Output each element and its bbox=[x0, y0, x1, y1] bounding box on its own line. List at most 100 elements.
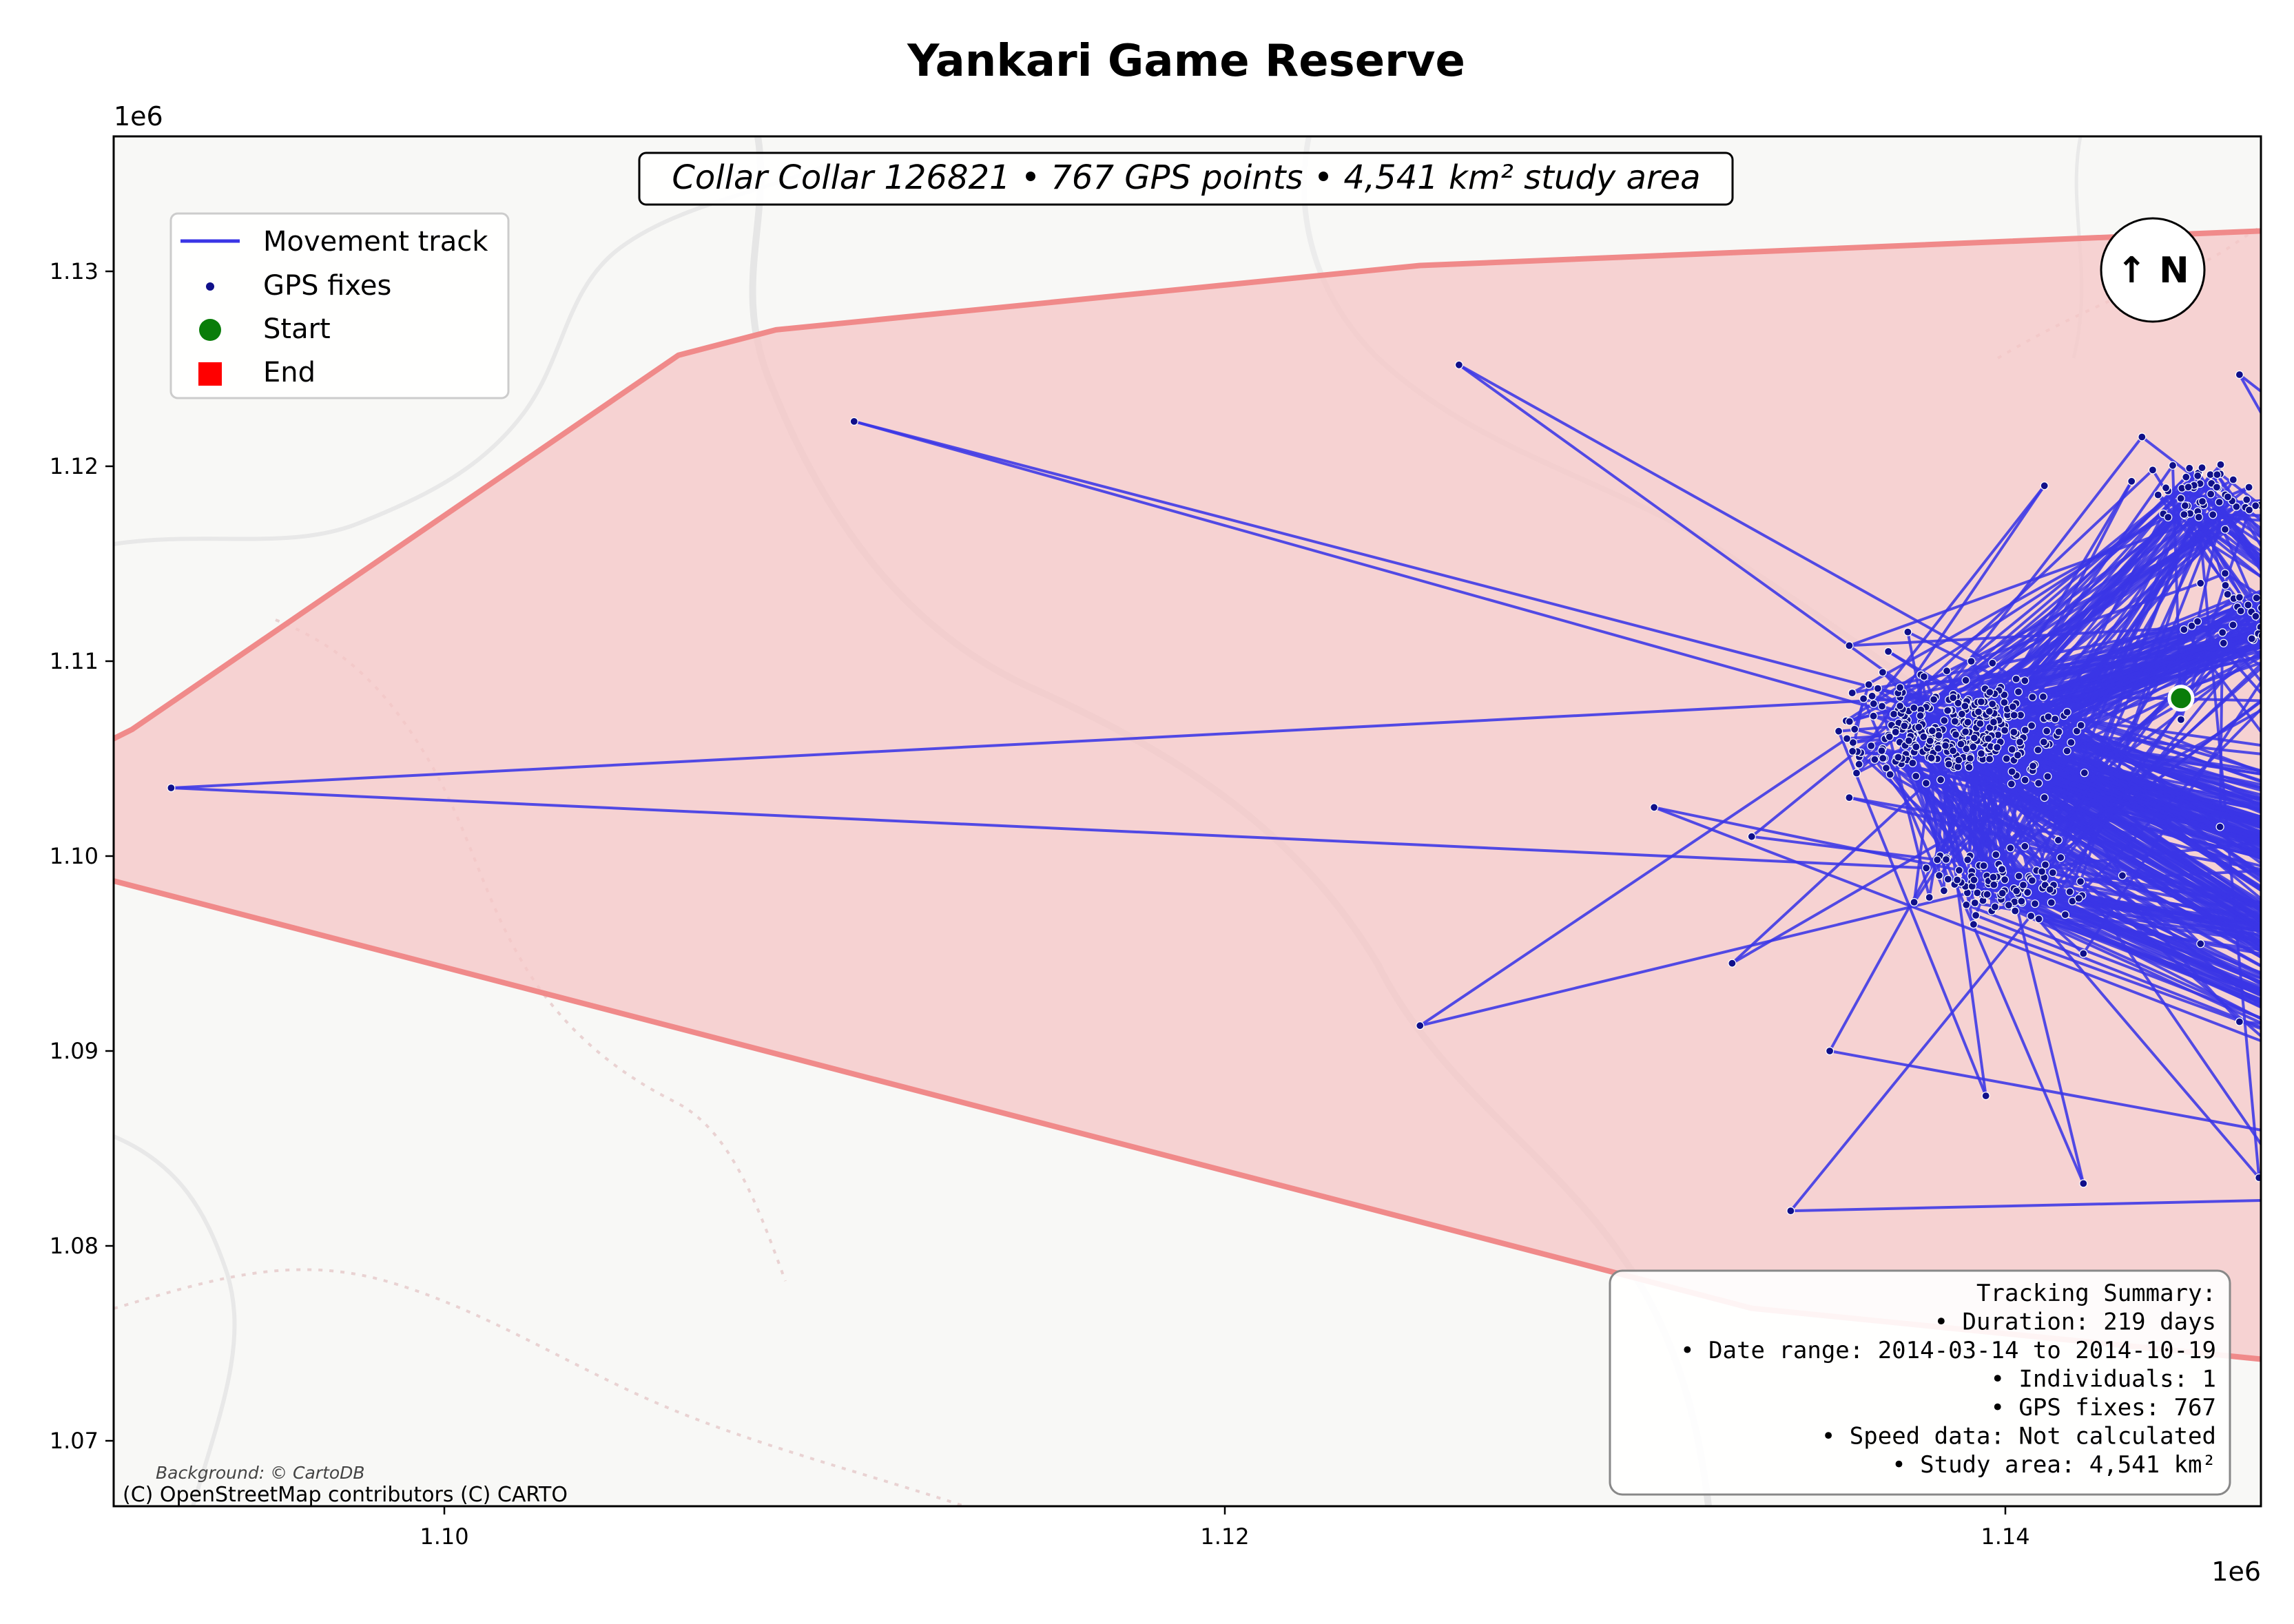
gps-fix-point bbox=[2030, 899, 2040, 908]
gps-fix-point bbox=[2027, 911, 2036, 921]
gps-fix-point bbox=[2118, 871, 2127, 880]
gps-fix-point bbox=[2236, 606, 2245, 616]
legend-end-label: End bbox=[263, 357, 316, 388]
track-segment bbox=[1950, 745, 2261, 840]
basemap-road bbox=[114, 163, 828, 546]
gps-fix-point bbox=[1873, 684, 1882, 693]
gps-fix-point bbox=[1983, 890, 1992, 899]
track-segment bbox=[1957, 702, 2261, 908]
gps-fix-point bbox=[1884, 647, 1893, 656]
track-segment bbox=[1985, 479, 2235, 895]
gps-fix-point bbox=[2002, 754, 2011, 763]
gps-fix-point bbox=[2176, 494, 2185, 503]
gps-fix-point bbox=[2063, 707, 2071, 717]
summary-line: • Individuals: 1 bbox=[1990, 1366, 2216, 1393]
gps-fix-point bbox=[1914, 722, 1923, 731]
gps-fix-point bbox=[2012, 674, 2021, 684]
gps-fix-point bbox=[2043, 727, 2052, 736]
info-box-text: Collar Collar 126821 • 767 GPS points • … bbox=[672, 158, 1700, 197]
gps-fix-point bbox=[1979, 861, 1988, 871]
gps-fix-point bbox=[1970, 733, 1978, 742]
gps-fix-point bbox=[1943, 875, 1952, 884]
gps-fix-point bbox=[2196, 579, 2205, 587]
gps-fix-point bbox=[2244, 483, 2253, 492]
track-segment bbox=[1915, 745, 2261, 947]
gps-fix-point bbox=[1976, 697, 1985, 707]
summary-box-frame bbox=[1609, 1269, 2231, 1496]
gps-fix-point bbox=[2291, 605, 2294, 613]
gps-fix-point bbox=[1845, 793, 1854, 802]
track-segment bbox=[1970, 757, 2261, 847]
track-segment bbox=[2016, 753, 2261, 910]
gps-fix-point bbox=[1879, 753, 1888, 763]
gps-fix-point bbox=[1989, 873, 1998, 882]
gps-fix-point bbox=[2257, 632, 2261, 640]
summary-line: • Study area: 4,541 km² bbox=[1892, 1451, 2216, 1479]
gps-fix-point bbox=[1845, 641, 1854, 650]
gps-fix-point bbox=[2283, 638, 2291, 646]
gps-fix-point bbox=[1976, 719, 1985, 728]
gps-fix-point bbox=[2280, 640, 2287, 647]
gps-fix-point bbox=[2213, 470, 2222, 479]
gps-fix-point bbox=[2074, 894, 2083, 903]
track-segment bbox=[2259, 627, 2261, 630]
gps-fix-point bbox=[2021, 775, 2029, 784]
track-segment bbox=[2034, 902, 2261, 1021]
track-segment bbox=[2280, 587, 2294, 629]
gps-fix-point bbox=[2076, 877, 2085, 886]
gps-fix-point bbox=[2220, 525, 2230, 534]
gps-fix-point bbox=[2242, 495, 2251, 504]
gps-fix-point bbox=[2009, 711, 2018, 720]
gps-fix-point bbox=[2247, 634, 2256, 643]
gps-fix-point bbox=[2012, 886, 2021, 895]
track-segment bbox=[854, 419, 2058, 737]
gps-fix-point bbox=[2198, 497, 2207, 506]
legend-start-swatch bbox=[199, 319, 221, 341]
gps-fix-point bbox=[1974, 707, 1983, 716]
track-segment bbox=[1751, 835, 1938, 862]
attribution-osm: (C) OpenStreetMap contributors (C) CARTO bbox=[123, 1483, 568, 1507]
gps-fix-point bbox=[2007, 767, 2016, 776]
gps-fix-point bbox=[1786, 1206, 1795, 1216]
gps-fix-point bbox=[2251, 612, 2260, 621]
gps-fix-point bbox=[1985, 707, 1994, 716]
gps-fix-point bbox=[2223, 590, 2232, 599]
gps-fix-point bbox=[1842, 734, 1852, 743]
legend-track-label: Movement track bbox=[263, 226, 488, 258]
gps-fix-point bbox=[1950, 717, 1959, 726]
gps-fix-point bbox=[1970, 875, 1978, 884]
gps-fix-point bbox=[2180, 501, 2189, 510]
gps-fix-point bbox=[2265, 605, 2273, 613]
gps-fix-point bbox=[1998, 865, 2007, 874]
gps-fix-point bbox=[1848, 747, 1857, 756]
track-segment bbox=[1419, 737, 1848, 1027]
track-segment bbox=[2008, 904, 2261, 1020]
gps-fix-point bbox=[1941, 741, 1950, 750]
track-segment bbox=[171, 787, 1927, 870]
track-segment bbox=[1653, 806, 2261, 1043]
gps-fix-point bbox=[1944, 760, 1953, 769]
gps-fix-point bbox=[2079, 949, 2088, 958]
gps-fix-point bbox=[2060, 910, 2069, 919]
gps-fix-point bbox=[2067, 738, 2076, 747]
track-segment bbox=[1938, 733, 2261, 842]
y-tick-label: 1.07 bbox=[50, 1428, 99, 1454]
legend: Movement track GPS fixes Start End bbox=[169, 212, 510, 399]
gps-fix-point bbox=[2286, 601, 2293, 608]
gps-fix-point bbox=[2018, 880, 2028, 890]
track-segment bbox=[1789, 630, 2261, 1212]
gps-fix-point bbox=[2014, 687, 2023, 696]
track-segment bbox=[2079, 880, 2261, 1147]
gps-fix-point bbox=[2198, 463, 2207, 472]
gps-fix-point bbox=[2007, 780, 2016, 789]
track-segment bbox=[1989, 691, 2261, 803]
gps-fix-point bbox=[1854, 760, 1863, 769]
gps-fix-point bbox=[1826, 1046, 1835, 1056]
track-segment bbox=[1892, 468, 2154, 716]
track-segment bbox=[2014, 714, 2261, 801]
track-segment bbox=[2180, 487, 2261, 636]
y-tick-label: 1.08 bbox=[50, 1233, 99, 1259]
gps-fix-point bbox=[2193, 471, 2202, 480]
gps-fix-point bbox=[2266, 607, 2274, 614]
track-segment bbox=[2032, 696, 2261, 865]
